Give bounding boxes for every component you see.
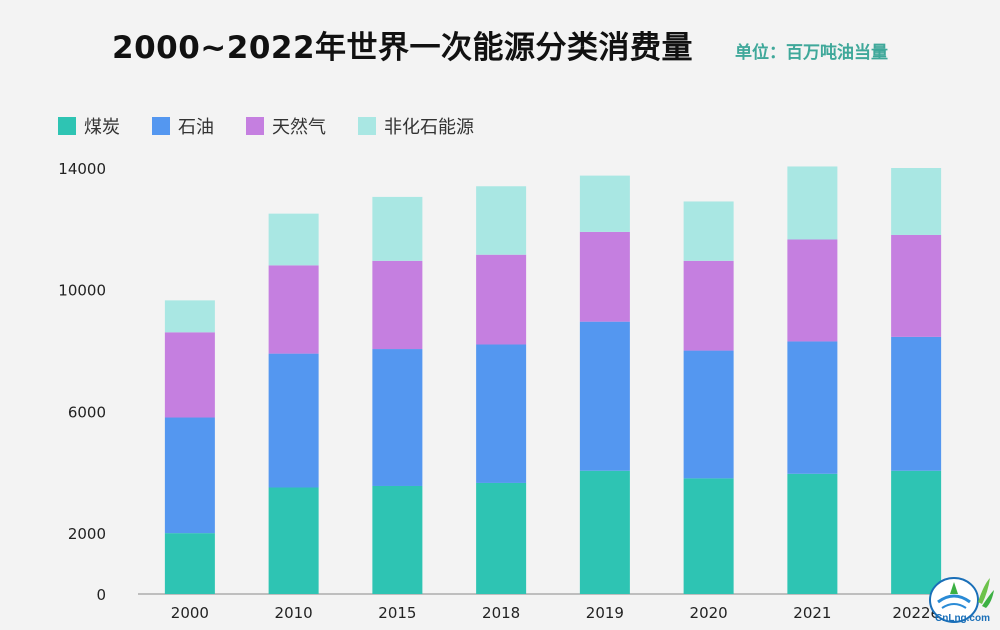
x-tick-label: 2020 bbox=[690, 604, 728, 622]
bar-segment-2019-1 bbox=[579, 321, 630, 471]
bar-segment-2010-3 bbox=[268, 213, 319, 266]
chart-title: 2000~2022年世界一次能源分类消费量 bbox=[112, 30, 694, 66]
logo-text: CnLng.com bbox=[935, 613, 990, 624]
legend-label-nonfossil: 非化石能源 bbox=[384, 117, 474, 138]
bar-segment-2019-3 bbox=[579, 175, 630, 232]
bar-segment-2000-1 bbox=[164, 417, 215, 534]
bar-segment-2021-2 bbox=[787, 239, 838, 342]
bar-segment-2021-3 bbox=[787, 166, 838, 240]
legend-item-coal: 煤炭 bbox=[58, 113, 120, 139]
bar-segment-2020-1 bbox=[683, 350, 734, 479]
legend-swatch-coal bbox=[58, 117, 76, 135]
bar-segment-2022e-3 bbox=[891, 168, 942, 235]
x-tick-label: 2022e bbox=[892, 604, 939, 622]
y-tick-label: 2000 bbox=[68, 525, 106, 543]
logo-icon: CnLng.com bbox=[929, 577, 994, 624]
x-tick-label: 2019 bbox=[586, 604, 624, 622]
y-tick-label: 6000 bbox=[68, 403, 106, 421]
legend-item-nonfossil: 非化石能源 bbox=[358, 113, 474, 139]
bar-segment-2019-0 bbox=[579, 470, 630, 594]
y-tick-label: 14000 bbox=[58, 160, 106, 178]
x-tick-label: 2018 bbox=[482, 604, 520, 622]
bar-segment-2010-2 bbox=[268, 265, 319, 354]
bar-segment-2022e-2 bbox=[891, 234, 942, 337]
x-tick-label: 2000 bbox=[171, 604, 209, 622]
bar-segment-2021-0 bbox=[787, 473, 838, 594]
bar-segment-2022e-0 bbox=[891, 470, 942, 594]
bar-segment-2019-2 bbox=[579, 231, 630, 322]
bar-segment-2010-1 bbox=[268, 353, 319, 488]
bar-segment-2015-2 bbox=[372, 260, 423, 350]
bar-segment-2015-1 bbox=[372, 349, 423, 486]
legend-swatch-oil bbox=[152, 117, 170, 135]
y-tick-label: 10000 bbox=[58, 282, 106, 300]
bar-segment-2020-2 bbox=[683, 260, 734, 351]
unit-label: 单位：百万吨油当量 bbox=[735, 43, 888, 63]
bar-segment-2000-0 bbox=[164, 533, 215, 594]
x-tick-label: 2010 bbox=[275, 604, 313, 622]
legend-label-coal: 煤炭 bbox=[84, 117, 120, 138]
bar-segment-2018-2 bbox=[476, 254, 527, 345]
bar-segment-2020-3 bbox=[683, 201, 734, 261]
legend-swatch-gas bbox=[246, 117, 264, 135]
y-tick-label: 0 bbox=[96, 586, 106, 604]
bar-segment-2018-3 bbox=[476, 186, 527, 255]
bar-segment-2020-0 bbox=[683, 478, 734, 594]
cnlng-logo: CnLng.com bbox=[926, 572, 996, 626]
legend-item-oil: 石油 bbox=[152, 113, 214, 139]
legend-item-gas: 天然气 bbox=[246, 113, 326, 139]
bar-segment-2018-0 bbox=[476, 482, 527, 594]
legend: 煤炭 石油 天然气 非化石能源 bbox=[58, 113, 474, 139]
bar-segment-2022e-1 bbox=[891, 336, 942, 471]
x-tick-label: 2015 bbox=[378, 604, 416, 622]
legend-swatch-nonfossil bbox=[358, 117, 376, 135]
bar-segment-2021-1 bbox=[787, 341, 838, 474]
legend-label-gas: 天然气 bbox=[272, 117, 326, 138]
bar-segment-2015-3 bbox=[372, 196, 423, 261]
legend-label-oil: 石油 bbox=[178, 117, 214, 138]
bar-segment-2000-3 bbox=[164, 300, 215, 333]
bar-segment-2015-0 bbox=[372, 485, 423, 594]
bar-segment-2000-2 bbox=[164, 332, 215, 418]
bar-segment-2018-1 bbox=[476, 344, 527, 483]
x-tick-label: 2021 bbox=[793, 604, 831, 622]
bar-segment-2010-0 bbox=[268, 487, 319, 594]
